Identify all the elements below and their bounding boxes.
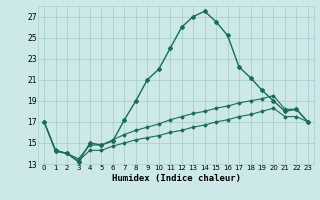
X-axis label: Humidex (Indice chaleur): Humidex (Indice chaleur) (111, 174, 241, 183)
